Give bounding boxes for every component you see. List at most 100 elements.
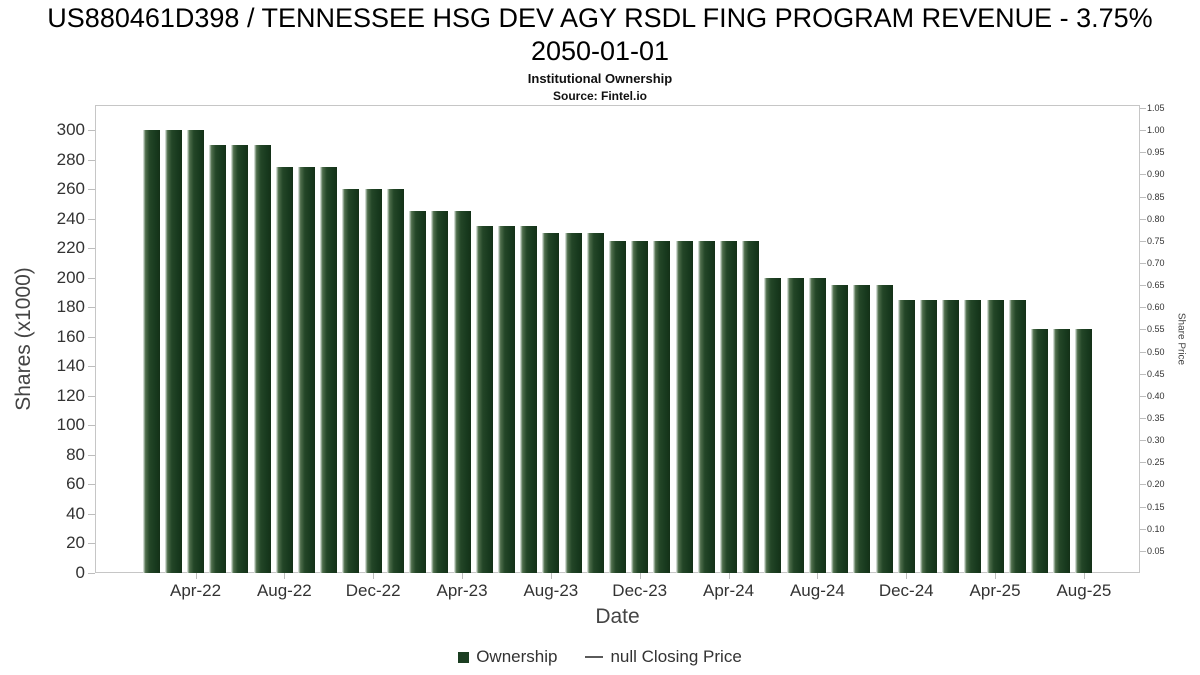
y-axis-right-tick-mark <box>1140 417 1146 419</box>
y-axis-right-tick-mark <box>1140 395 1146 397</box>
y-axis-right-tick-mark <box>1140 484 1146 486</box>
ownership-bar <box>409 211 427 573</box>
y-axis-left-tick-mark <box>88 307 95 309</box>
x-axis-tick-mark <box>284 573 286 579</box>
y-axis-left-tick-mark <box>88 277 95 279</box>
legend-item-closing-price[interactable]: null Closing Price <box>585 646 742 668</box>
x-axis-tick-label: Apr-23 <box>436 581 488 600</box>
y-axis-right-tick-mark <box>1140 240 1146 242</box>
y-axis-right-tick-label: 0.40 <box>1147 390 1165 401</box>
ownership-bar <box>231 144 249 573</box>
y-axis-right-tick-mark <box>1140 218 1146 220</box>
x-axis-tick-label: Dec-22 <box>345 581 401 600</box>
x-axis-tick-label: Aug-24 <box>789 581 845 600</box>
y-axis-right-tick-label: 0.30 <box>1147 435 1165 446</box>
y-axis-left-tick-label: 80 <box>66 444 85 464</box>
chart-subtitle: Institutional Ownership <box>527 71 673 86</box>
ownership-bar <box>964 299 982 573</box>
y-axis-left-tick-mark <box>88 130 95 132</box>
ownership-bar <box>142 130 160 573</box>
y-axis-left-tick-label: 220 <box>56 238 85 258</box>
ownership-bar <box>786 277 804 573</box>
ownership-bar <box>720 240 738 573</box>
y-axis-right-tick-mark <box>1140 528 1146 530</box>
y-axis-right-tick-label: 0.50 <box>1147 346 1165 357</box>
ownership-bar <box>897 299 915 573</box>
y-axis-left-tick-label: 20 <box>66 533 85 553</box>
legend-item-ownership[interactable]: Ownership <box>458 646 557 668</box>
ownership-bar <box>253 144 271 573</box>
chart-header: US880461D398 / TENNESSEE HSG DEV AGY RSD… <box>0 0 1200 103</box>
y-axis-right-tick-mark <box>1140 550 1146 552</box>
x-axis-tick-mark <box>462 573 464 579</box>
ownership-bar <box>1008 299 1026 573</box>
y-axis-left-tick-label: 40 <box>66 503 85 523</box>
y-axis-left-tick-mark <box>88 425 95 427</box>
ownership-bar <box>742 240 760 573</box>
y-axis-left-tick-mark <box>88 366 95 368</box>
ownership-bar <box>1053 329 1071 573</box>
ownership-bar <box>764 277 782 573</box>
chart-source-label: Source: Fintel.io <box>552 89 647 103</box>
ownership-bar <box>364 189 382 573</box>
legend-label-closing-price: null Closing Price <box>610 647 742 666</box>
ownership-bar <box>875 285 893 573</box>
y-axis-left-tick-label: 280 <box>56 149 85 169</box>
y-axis-left-tick-mark <box>88 336 95 338</box>
ownership-bar <box>320 167 338 573</box>
y-axis-title-left: Shares (x1000) <box>12 267 35 411</box>
ownership-bar <box>631 240 649 573</box>
ownership-bar <box>164 130 182 573</box>
y-axis-right-tick-label: 0.45 <box>1147 368 1165 379</box>
y-axis-left-tick-mark <box>88 513 95 515</box>
ownership-bar <box>609 240 626 573</box>
ownership-bar <box>209 144 227 573</box>
y-axis-left-tick-label: 100 <box>56 415 85 435</box>
y-axis-left-tick-label: 140 <box>56 356 85 376</box>
ownership-bar <box>1075 329 1093 573</box>
ownership-bar <box>342 189 360 573</box>
y-axis-right-tick-label: 0.25 <box>1147 457 1165 468</box>
ownership-bar <box>942 299 960 573</box>
y-axis-left-tick-mark <box>88 159 95 161</box>
ownership-bar <box>831 285 849 573</box>
y-axis-right-tick-label: 0.10 <box>1147 523 1165 534</box>
y-axis-right-tick-label: 0.75 <box>1147 235 1165 246</box>
y-axis-right-tick-label: 0.70 <box>1147 257 1165 268</box>
y-axis-left-tick-label: 160 <box>56 326 85 346</box>
y-axis-right-tick-label: 0.95 <box>1147 147 1165 158</box>
x-axis-tick-label: Aug-22 <box>256 581 312 600</box>
ownership-bar <box>564 233 582 573</box>
y-axis-left-tick-label: 240 <box>56 208 85 228</box>
x-axis-tick-mark <box>906 573 908 579</box>
y-axis-right-tick-label: 0.05 <box>1147 545 1165 556</box>
ownership-bar <box>520 226 538 573</box>
ownership-bar <box>453 211 471 573</box>
y-axis-left-tick-mark <box>88 543 95 545</box>
legend: Ownership null Closing Price <box>0 646 1200 668</box>
y-axis-left-tick-mark <box>88 573 95 574</box>
ownership-bar <box>675 240 693 573</box>
chart-title: US880461D398 / TENNESSEE HSG DEV AGY RSD… <box>47 3 1153 66</box>
ownership-bar <box>986 299 1004 573</box>
x-axis-title: Date <box>595 605 640 628</box>
y-axis-right-tick-mark <box>1140 373 1146 375</box>
ownership-bar <box>653 240 671 573</box>
y-axis-right-tick-label: 0.80 <box>1147 213 1165 224</box>
y-axis-right-tick-mark <box>1140 462 1146 464</box>
y-axis-left-tick-label: 260 <box>56 179 85 199</box>
ownership-bar <box>808 277 826 573</box>
y-axis-title-right: Share Price <box>1175 312 1187 366</box>
y-axis-left-tick-mark <box>88 395 95 397</box>
ownership-bar <box>386 189 404 573</box>
ownership-bar <box>475 226 493 573</box>
y-axis-right-tick-mark <box>1140 329 1146 331</box>
y-axis-left-tick-label: 120 <box>56 385 85 405</box>
y-axis-left-tick-mark <box>88 484 95 486</box>
y-axis-right-tick-label: 0.65 <box>1147 280 1165 291</box>
y-axis-right-tick-mark <box>1140 174 1146 176</box>
y-axis-right-tick-mark <box>1140 285 1146 287</box>
x-axis-tick-mark <box>995 573 997 579</box>
x-axis-tick-mark <box>728 573 730 579</box>
